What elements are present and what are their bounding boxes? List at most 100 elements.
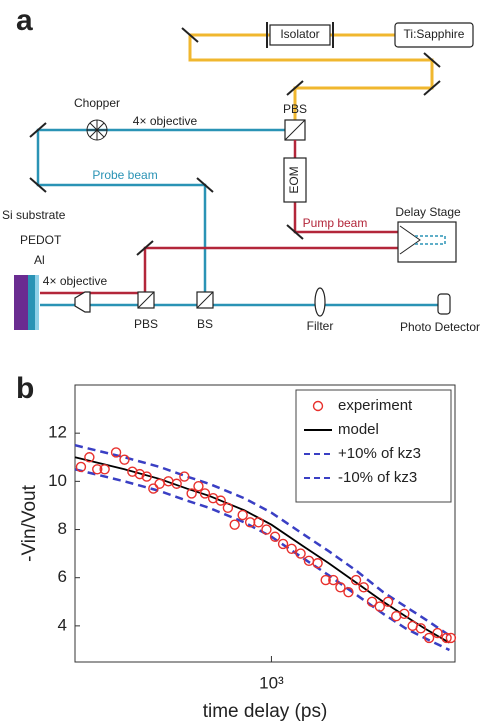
data-point: [269, 531, 281, 542]
filter-label: Filter: [307, 319, 334, 333]
chopper-label: Chopper: [74, 96, 120, 110]
x-tick-label: 10³: [259, 673, 284, 692]
y-tick-label: 8: [58, 519, 67, 538]
plot-frame: [74, 384, 456, 663]
data-point: [366, 596, 378, 607]
data-point: [286, 543, 297, 554]
panel-label: b: [16, 372, 34, 405]
data-point: [171, 478, 182, 489]
data-point: [141, 471, 152, 482]
data-point: [229, 519, 240, 530]
legend-label: +10% of kz3: [338, 445, 421, 462]
data-point: [84, 452, 95, 463]
legend-label: experiment: [338, 397, 413, 414]
data-point: [253, 517, 264, 528]
panel-label: a: [16, 4, 33, 37]
y-axis-label: -Vin/Vout: [19, 484, 40, 561]
pump-beam: [143, 246, 400, 298]
mirror: [29, 177, 47, 193]
objective: [74, 291, 91, 313]
mirror: [196, 177, 214, 193]
data-point: [127, 466, 138, 477]
filter: [314, 287, 326, 317]
legend-label: model: [338, 421, 379, 438]
data-point: [179, 471, 190, 482]
pbs-diagonal: [137, 291, 155, 309]
isolator-label: Isolator: [280, 27, 319, 41]
bs-label: BS: [197, 317, 213, 331]
data-point: [92, 464, 103, 475]
data-point: [154, 478, 165, 489]
pbs-label: PBS: [283, 102, 307, 116]
data-point: [134, 468, 145, 480]
series-line: [74, 444, 451, 637]
data-point: [99, 464, 110, 475]
y-tick-label: 6: [58, 567, 67, 586]
data-point: [358, 582, 369, 593]
data-point: [207, 493, 219, 504]
data-point: [445, 632, 457, 644]
y-tick-label: 12: [48, 423, 67, 442]
pbs-label: PBS: [134, 317, 158, 331]
mirror: [136, 240, 154, 256]
substrate-label: Si substrate: [2, 208, 66, 222]
isolator-box: [269, 24, 331, 46]
delay-stage: [397, 221, 457, 263]
x-axis-label: time delay (ps): [203, 701, 328, 722]
chopper: [86, 119, 108, 141]
chart: 4 6 8 10 12 10³ time delay (ps) -Vin/Vout experi…: [19, 384, 457, 722]
data-point: [343, 586, 354, 598]
mirror: [181, 27, 199, 43]
data-point: [320, 574, 331, 586]
data-point: [75, 461, 87, 473]
mirror: [29, 122, 47, 138]
al-label: Al: [34, 253, 45, 267]
data-point: [119, 454, 130, 465]
mirror: [423, 52, 441, 68]
pbs-diagonal: [284, 119, 306, 141]
bs-diagonal: [196, 291, 214, 309]
y-tick-label: 4: [58, 615, 67, 634]
mirror: [286, 80, 304, 96]
delay-label: Delay Stage: [395, 205, 461, 219]
laser-label: Ti:Sapphire: [404, 27, 465, 41]
data-point: [423, 632, 435, 644]
laser-box: [394, 22, 474, 48]
probe-label: Probe beam: [92, 168, 157, 182]
data-point: [193, 480, 204, 492]
data-point: [415, 623, 426, 634]
detector-label: Photo Detector: [400, 320, 480, 334]
objective-label: 4× objective: [43, 274, 108, 288]
data-point: [335, 582, 346, 593]
legend-marker: [312, 400, 324, 412]
al-layer: [35, 275, 39, 330]
data-point: [382, 596, 394, 607]
data-point: [399, 608, 410, 620]
data-point: [186, 488, 197, 499]
data-point: [432, 627, 443, 639]
diagram: a Isolator Ti:Sapphire Chopper 4× object…: [2, 4, 480, 334]
data-point: [374, 601, 385, 612]
mirror: [423, 80, 441, 96]
y-tick-label: 10: [48, 471, 67, 490]
pedot-layer: [28, 275, 35, 330]
delay-arrow: [415, 235, 446, 245]
probe-beam: [36, 128, 285, 298]
objective-label: 4× objective: [133, 114, 198, 128]
data-point: [222, 502, 234, 514]
eom-box: [283, 157, 307, 203]
laser-beam: [188, 33, 434, 120]
pedot-label: PEDOT: [20, 233, 62, 247]
data-point: [295, 548, 306, 559]
data-point: [215, 495, 226, 506]
data-point: [237, 509, 248, 521]
data-point: [328, 574, 339, 586]
data-point: [441, 632, 452, 644]
data-point: [312, 558, 323, 569]
detector: [437, 293, 451, 315]
data-point: [199, 488, 211, 499]
si-substrate: [14, 275, 28, 330]
data-point: [110, 447, 122, 458]
mirror: [286, 224, 304, 240]
